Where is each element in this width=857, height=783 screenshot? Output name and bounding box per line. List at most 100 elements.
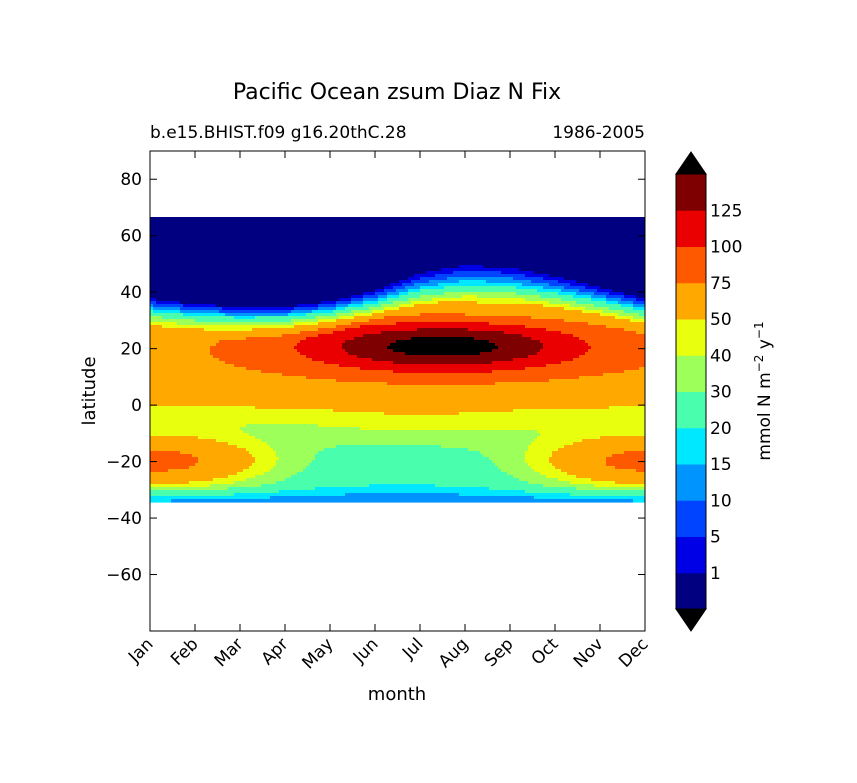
contour-cell (150, 346, 211, 350)
contour-cell (444, 286, 517, 290)
contour-cell (246, 337, 307, 341)
contour-cell (606, 298, 622, 302)
contour-cell (342, 346, 388, 350)
contour-cell (150, 259, 645, 263)
contour-cell (168, 469, 244, 473)
contour-cell (570, 283, 589, 287)
contour-cell (210, 346, 295, 350)
contour-cell (537, 289, 562, 293)
contour-cell (606, 463, 645, 467)
contour-cell (246, 448, 274, 452)
contour-cell (573, 358, 645, 362)
contour-cell (150, 223, 645, 227)
contour-cell (321, 301, 337, 305)
contour-cell (561, 298, 592, 302)
contour-cell (150, 424, 247, 428)
contour-cell (180, 451, 250, 455)
contour-cell (528, 448, 559, 452)
contour-cell (531, 442, 574, 446)
contour-cell (636, 298, 645, 302)
contour-cell (609, 292, 625, 296)
contour-cell (618, 313, 640, 317)
contour-cell (552, 454, 613, 458)
x-axis-label: month (368, 684, 426, 705)
contour-cell (492, 349, 541, 353)
contour-cell (312, 310, 334, 314)
y-tick-label: 60 (120, 227, 142, 247)
contour-cell (633, 301, 645, 305)
contour-cell (531, 316, 616, 320)
contour-cell (150, 238, 645, 242)
contour-cell (261, 484, 370, 488)
x-tick-label: Aug (435, 634, 473, 672)
contour-cell (564, 445, 645, 449)
x-tick-label: Nov (570, 634, 608, 672)
contour-cell (603, 373, 645, 377)
contour-cell (540, 295, 574, 299)
contour-cell (150, 460, 199, 464)
contour-cell (324, 361, 394, 365)
colorbar-label: mmol N m−2 y−1 (752, 321, 775, 460)
contour-cell (606, 457, 645, 461)
contour-cell (573, 334, 645, 338)
contour-cell (387, 295, 400, 299)
contour-cell (558, 478, 592, 482)
contour-cell (150, 298, 157, 302)
contour-cell (150, 337, 247, 341)
contour-cell (459, 493, 571, 497)
contour-cell (561, 361, 645, 365)
colorbar-segment (676, 536, 706, 574)
contour-cell (150, 274, 415, 278)
contour-cell (552, 451, 625, 455)
contour-cell (219, 310, 292, 314)
contour-cell (150, 253, 645, 257)
contour-cell (564, 286, 586, 290)
contour-cell (501, 469, 535, 473)
contour-cell (621, 304, 634, 308)
contour-cell (489, 322, 589, 326)
contour-cell (336, 301, 352, 305)
contour-cell (624, 370, 645, 374)
contour-cell (369, 307, 385, 311)
contour-cell (384, 412, 460, 416)
contour-cell (540, 349, 589, 353)
contour-cell (150, 352, 211, 356)
contour-cell (525, 451, 553, 455)
contour-cell (315, 454, 484, 458)
contour-cell (501, 271, 535, 275)
contour-cell (150, 283, 391, 287)
contour-cell (369, 319, 565, 323)
contour-cell (150, 388, 645, 392)
contour-cell (255, 457, 280, 461)
contour-cell (378, 295, 388, 299)
contour-cell (384, 310, 583, 314)
contour-cell (396, 322, 490, 326)
contour-cell (150, 445, 238, 449)
contour-cell (495, 382, 645, 386)
contour-cell (567, 472, 645, 476)
contour-cell (363, 334, 523, 338)
contour-cell (150, 349, 211, 353)
contour-cell (621, 298, 637, 302)
contour-cell (291, 319, 319, 323)
contour-cell (351, 322, 397, 326)
contour-cell (345, 307, 370, 311)
contour-cell (150, 220, 645, 224)
contour-cell (318, 328, 346, 332)
contour-cell (630, 319, 645, 323)
contour-cell (495, 463, 529, 467)
contour-cell (276, 463, 310, 467)
contour-cell (372, 358, 514, 362)
contour-cell (240, 427, 361, 431)
contour-cell (183, 304, 217, 308)
colorbar-tick-label: 1 (710, 564, 721, 584)
colorbar-tick-label: 50 (710, 310, 732, 330)
contour-cell (579, 289, 598, 293)
contour-cell (420, 313, 466, 317)
contour-cell (150, 331, 301, 335)
contour-cell (306, 355, 358, 359)
contour-cell (243, 469, 271, 473)
contour-cell (156, 301, 181, 305)
contour-cell (189, 466, 250, 470)
